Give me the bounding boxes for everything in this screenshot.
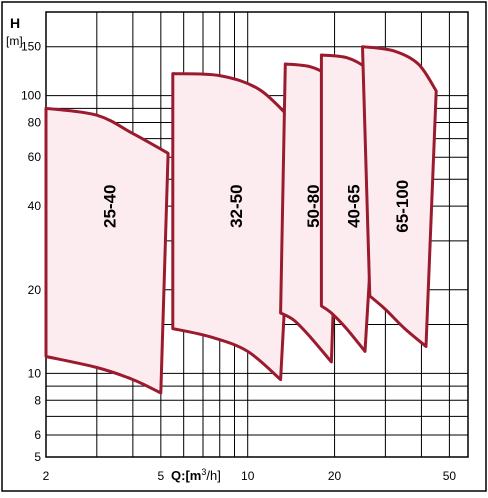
y-axis-unit: [m] bbox=[6, 34, 23, 48]
y-axis-symbol: H bbox=[10, 15, 20, 31]
series-label-40-65: 40-65 bbox=[345, 184, 364, 227]
x-tick-labels: 2 5 10 20 50 bbox=[43, 469, 457, 483]
y-tick-label: 8 bbox=[34, 393, 41, 407]
x-tick-label: 50 bbox=[443, 469, 457, 483]
x-tick-label: 5 bbox=[157, 469, 164, 483]
y-tick-label: 60 bbox=[28, 150, 42, 164]
series-label-25-40: 25-40 bbox=[101, 184, 120, 227]
series-label-50-80: 50-80 bbox=[304, 184, 323, 227]
pump-range-25-40 bbox=[44, 106, 170, 395]
x-axis-label-prefix: Q:[m bbox=[171, 468, 201, 483]
y-tick-label: 40 bbox=[28, 199, 42, 213]
y-tick-label: 10 bbox=[28, 366, 42, 380]
y-tick-label: 5 bbox=[34, 450, 41, 464]
y-tick-label: 100 bbox=[21, 89, 41, 103]
y-tick-label: 6 bbox=[34, 428, 41, 442]
x-axis-label-suffix: /h] bbox=[206, 468, 220, 483]
series-label-32-50: 32-50 bbox=[227, 184, 246, 227]
pump-range-65-100 bbox=[361, 45, 438, 348]
y-tick-labels: 5 6 8 10 20 40 60 80 100 150 bbox=[21, 40, 41, 464]
y-tick-label: 150 bbox=[21, 40, 41, 54]
pump-range-32-50 bbox=[171, 72, 296, 382]
x-axis-label-superscript: 3 bbox=[201, 467, 206, 477]
y-tick-label: 80 bbox=[28, 116, 42, 130]
series-label-65-100: 65-100 bbox=[393, 180, 412, 233]
x-tick-label: 10 bbox=[241, 469, 255, 483]
y-tick-label: 20 bbox=[28, 283, 42, 297]
x-tick-label: 2 bbox=[43, 469, 50, 483]
series-labels: 25-40 32-50 50-80 40-65 65-100 bbox=[101, 180, 412, 233]
series-layer bbox=[44, 45, 438, 395]
x-axis-label: Q:[m3/h] bbox=[171, 467, 221, 483]
x-tick-label: 20 bbox=[328, 469, 342, 483]
